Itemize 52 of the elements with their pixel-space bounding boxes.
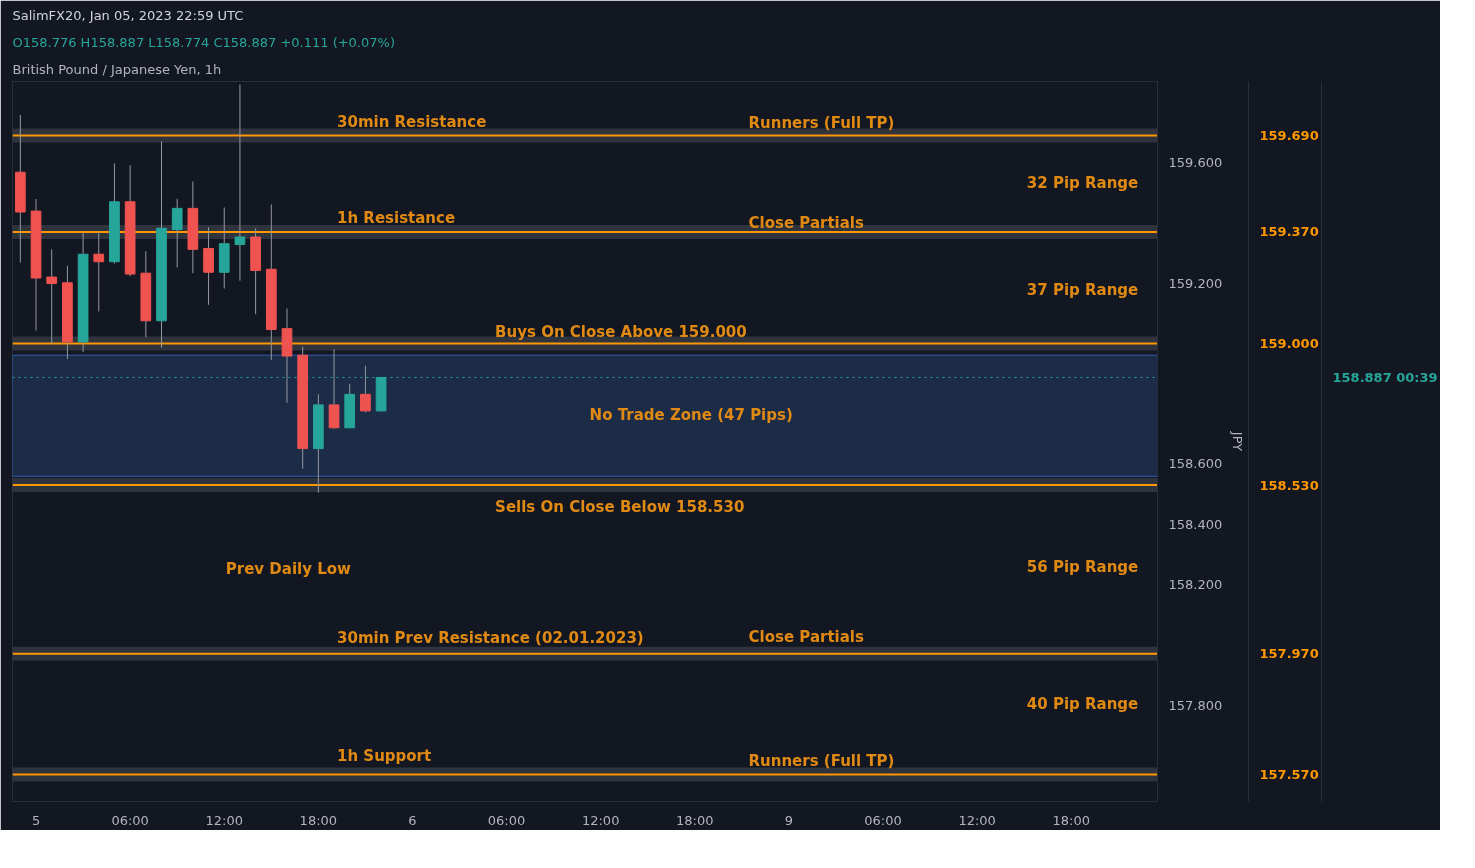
x-tick-label: 18:00 <box>1052 812 1090 828</box>
y-tick-label: 158.600 <box>1168 456 1223 472</box>
y-tick-label: 157.800 <box>1168 697 1223 713</box>
annotation: Close Partials <box>748 628 864 647</box>
y-tick-label: 158.400 <box>1168 516 1223 532</box>
x-tick-label: 06:00 <box>864 812 902 828</box>
annotation: 30min Resistance <box>337 112 487 131</box>
annotation: Buys On Close Above 159.000 <box>495 323 747 342</box>
chart-subtitle: British Pound / Japanese Yen, 1h <box>12 61 222 77</box>
x-tick-label: 12:00 <box>581 812 620 828</box>
x-tick-label: 12:00 <box>958 812 996 828</box>
chart-title: SalimFX20, Jan 05, 2023 22:59 UTC <box>12 7 244 23</box>
x-tick-label: 5 <box>31 812 41 828</box>
annotation: 32 Pip Range <box>1026 173 1139 192</box>
annotation: 1h Support <box>337 746 432 765</box>
ref-line-label: 158.887 00:39 <box>1332 369 1438 385</box>
ref-line-label: 157.570 <box>1259 766 1319 782</box>
x-tick-label: 06:00 <box>487 812 526 828</box>
text: O158.776 H158.887 L158.774 C158.887 +0.111 (+0.07%) <box>12 34 395 50</box>
y-tick-label: 159.600 <box>1168 155 1223 171</box>
ref-line-label: 159.690 <box>1259 127 1319 143</box>
candlestick <box>360 365 371 413</box>
candlestick <box>171 198 183 268</box>
ref-line-label: 159.000 <box>1259 335 1319 351</box>
ref-line-label: 157.970 <box>1259 646 1319 662</box>
annotation: Close Partials <box>748 213 864 232</box>
candlestick <box>203 226 214 306</box>
annotation: 37 Pip Range <box>1026 281 1139 300</box>
candlestick <box>328 348 340 430</box>
annotation: Prev Daily Low <box>225 559 352 578</box>
x-tick-label: 18:00 <box>299 812 338 828</box>
candlestick <box>234 84 246 282</box>
x-tick-label: 18:00 <box>676 812 714 828</box>
y-axis-title: JPY <box>1230 430 1246 452</box>
y-tick-label: 158.200 <box>1168 577 1223 593</box>
annotation: 56 Pip Range <box>1026 557 1139 576</box>
annotation: 1h Resistance <box>337 208 456 227</box>
annotation: 40 Pip Range <box>1026 695 1139 714</box>
x-tick-label: 06:00 <box>111 812 149 828</box>
annotation: 30min Prev Resistance (02.01.2023) <box>337 629 644 648</box>
y-tick-label: 159.200 <box>1168 275 1223 291</box>
annotation: Sells On Close Below 158.530 <box>495 497 745 516</box>
candlestick <box>93 230 105 312</box>
x-tick-label: 12:00 <box>205 812 243 828</box>
annotation: No Trade Zone (47 Pips) <box>589 406 793 425</box>
candlestick <box>46 248 58 345</box>
ref-line-label: 158.530 <box>1259 477 1319 493</box>
annotation: Runners (Full TP) <box>748 752 895 771</box>
x-tick-label: 9 <box>784 812 794 828</box>
x-tick-label: 6 <box>408 812 417 828</box>
annotation: Runners (Full TP) <box>748 114 895 133</box>
ref-line-label: 159.370 <box>1259 224 1319 240</box>
